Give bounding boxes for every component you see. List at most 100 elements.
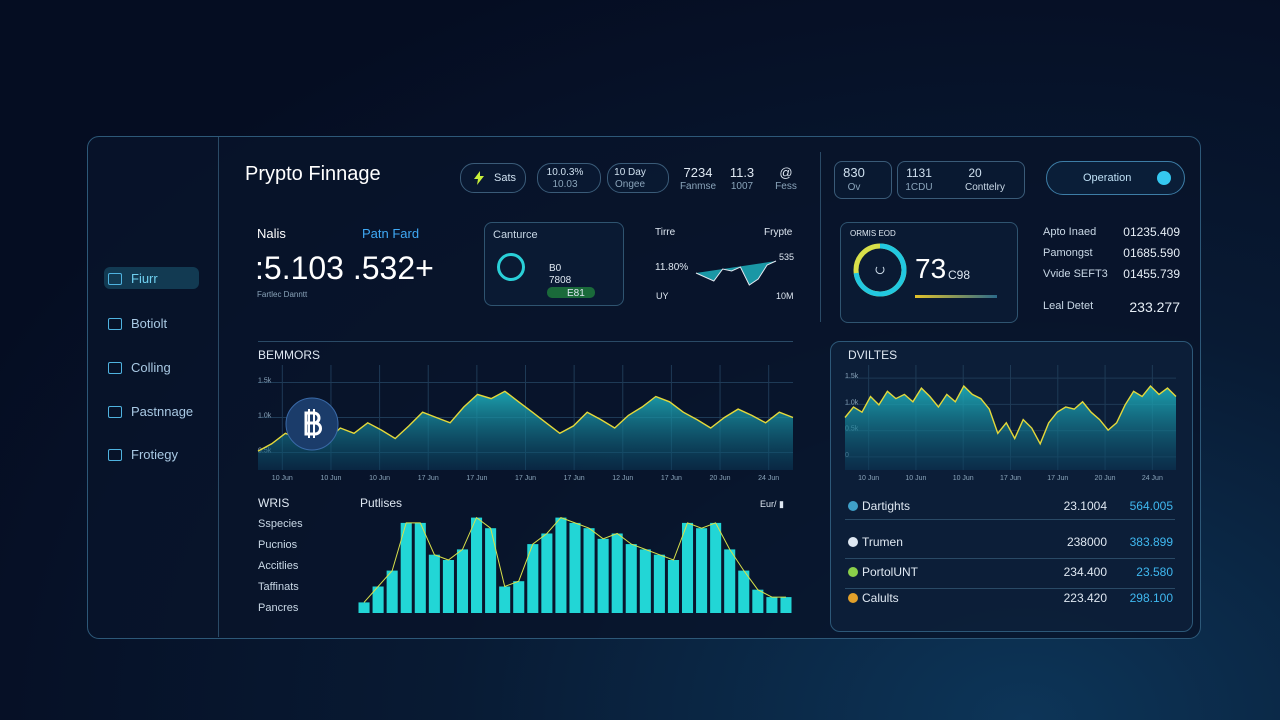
bar	[386, 570, 398, 613]
stat-label: Leal Detet	[1043, 300, 1094, 312]
list-item: Accitlies	[258, 560, 299, 572]
nav-icon	[108, 318, 122, 330]
bitcoin-icon	[285, 397, 339, 451]
stat-top: @	[779, 165, 793, 180]
gauge-bar	[915, 295, 997, 298]
row-icon	[848, 567, 858, 577]
bar	[358, 602, 370, 613]
right-panel	[830, 341, 1193, 632]
chart-title: Putlises	[360, 496, 403, 510]
header-divider	[820, 152, 821, 322]
stat-value: 01685.590	[1123, 246, 1180, 260]
bar	[442, 560, 454, 613]
bar	[471, 517, 483, 613]
chip[interactable]: 10.0.3% 10.03	[537, 163, 601, 193]
balance-label: Nalis	[257, 226, 286, 241]
gauge-unit: C98	[948, 268, 971, 282]
bar	[428, 554, 440, 613]
bar	[513, 581, 525, 613]
x-tick-label: 24 Jun	[758, 475, 779, 482]
chip[interactable]: 10 Day Ongee	[607, 163, 669, 193]
chip-bottom: Conttelry	[964, 182, 1005, 193]
bar	[583, 528, 595, 613]
chip-top: 20	[968, 166, 982, 180]
y-tick-label: 1.0k	[845, 399, 859, 406]
row-value: 223.420	[1063, 591, 1107, 605]
active-nav-bg	[104, 267, 199, 289]
chip-bottom: 10.03	[552, 179, 578, 190]
sparkline-chart	[695, 260, 777, 286]
bar	[724, 549, 736, 613]
row-change: 383.899	[1129, 535, 1173, 549]
gauge-arc	[853, 243, 907, 297]
chip-label: Sats	[494, 172, 517, 184]
x-tick-label: 17 Jun	[1047, 475, 1068, 482]
x-tick-label: 10 Jun	[369, 475, 390, 482]
x-tick-label: 10 Jun	[953, 475, 974, 482]
gauge-needle	[875, 266, 885, 275]
balance-value: :5.103 .532+	[255, 250, 434, 286]
bar-chart	[358, 516, 792, 613]
mini-card: Canturce B0 7808 E81	[484, 222, 624, 306]
stat-label: Pamongst	[1043, 247, 1093, 259]
chip[interactable]: Sats	[460, 163, 526, 193]
spark-title: Tirre	[655, 227, 676, 238]
row-divider	[845, 519, 1175, 520]
area	[258, 391, 793, 470]
list-item: Pucnios	[258, 539, 298, 551]
chip-top: 830	[843, 165, 865, 180]
bar	[456, 549, 469, 613]
y-tick-label: 1.5k	[258, 378, 272, 385]
stat-bottom: Fanmse	[679, 181, 717, 192]
bar	[541, 533, 553, 613]
list-item: Taffinats	[258, 581, 299, 593]
bar	[597, 538, 609, 613]
spark-sub: UY	[656, 291, 669, 301]
x-tick-label: 17 Jun	[1000, 475, 1021, 482]
nav-item[interactable]: Frotiegy	[131, 447, 178, 462]
card-title: Canturce	[493, 229, 538, 241]
chip[interactable]: 1131 1CDU 20 Conttelry	[897, 161, 1025, 199]
chip[interactable]: 830 Ov	[834, 161, 892, 199]
bar	[499, 586, 511, 613]
bar	[625, 544, 637, 613]
row-icon	[848, 537, 858, 547]
spark-value: 535	[779, 252, 795, 262]
x-tick-label: 17 Jun	[515, 475, 536, 482]
chart-corner: Eur/ ▮	[760, 499, 784, 509]
balance-sub: Fartlec Danntt	[257, 290, 308, 299]
spark-line	[695, 260, 777, 286]
x-tick-label: 10 Jun	[272, 475, 293, 482]
nav-item[interactable]: Colling	[131, 360, 171, 375]
nav-icon	[108, 449, 122, 461]
bar	[400, 522, 412, 613]
stat-value: 01235.409	[1123, 225, 1180, 239]
bar	[414, 522, 426, 613]
nav-item[interactable]: Botiolt	[131, 316, 168, 331]
row-icon	[848, 593, 858, 603]
gauge-chart	[853, 243, 907, 297]
x-tick-label: 20 Jun	[710, 475, 731, 482]
balance-link[interactable]: Patn Fard	[362, 226, 420, 241]
x-tick-label: 10 Jun	[905, 475, 926, 482]
row-value: 238000	[1066, 535, 1107, 549]
gauge-title: ORMIS EOD	[850, 229, 896, 238]
row-change: 23.580	[1136, 565, 1173, 579]
chart-title: DVILTES	[848, 348, 898, 362]
chip-bottom: Ov	[847, 182, 861, 193]
line	[257, 390, 794, 452]
stat-value: 01455.739	[1123, 267, 1180, 281]
nav-icon	[108, 362, 122, 374]
card-pill	[547, 287, 595, 298]
bar	[780, 597, 792, 613]
nav-item[interactable]: Fiurr	[131, 271, 158, 286]
x-tick-label: 17 Jun	[661, 475, 682, 482]
operation-button[interactable]: Operation	[1046, 161, 1185, 195]
card-icon	[497, 253, 525, 281]
bar	[639, 549, 651, 613]
chip-top: 10.0.3%	[546, 167, 584, 178]
sidebar-divider	[218, 137, 219, 637]
nav-item[interactable]: Pastnnage	[131, 404, 194, 419]
row-change: 564.005	[1129, 499, 1173, 513]
